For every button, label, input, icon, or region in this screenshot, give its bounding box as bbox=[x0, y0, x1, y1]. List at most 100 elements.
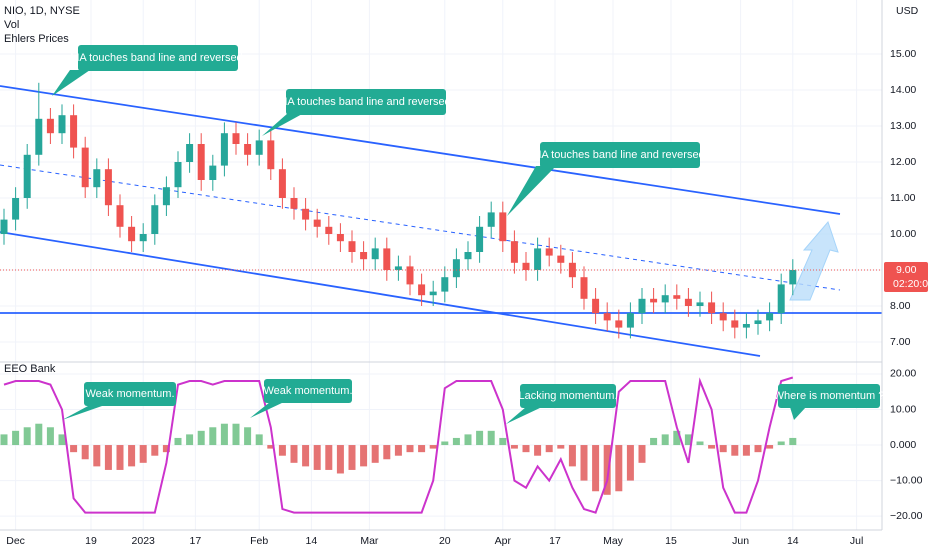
candle-body bbox=[70, 115, 78, 148]
candle-body bbox=[139, 234, 147, 242]
histogram-bar bbox=[0, 434, 8, 446]
candle-body bbox=[93, 169, 101, 188]
y-tick-label: 12.00 bbox=[890, 156, 916, 168]
histogram-bar bbox=[209, 427, 217, 446]
candle-body bbox=[626, 313, 634, 328]
y-tick-label: 7.00 bbox=[890, 336, 911, 348]
candle-body bbox=[336, 234, 344, 242]
histogram-bar bbox=[290, 445, 298, 463]
candle-body bbox=[638, 298, 646, 314]
histogram-bar bbox=[638, 445, 646, 463]
indicator-label: Ehlers Prices bbox=[4, 33, 69, 45]
candle-body bbox=[418, 284, 426, 296]
y-tick-label: 8.00 bbox=[890, 300, 911, 312]
histogram-bar bbox=[626, 445, 634, 481]
candle-body bbox=[545, 248, 553, 256]
histogram-bar bbox=[46, 427, 54, 446]
candle-body bbox=[255, 140, 263, 155]
histogram-bar bbox=[487, 430, 495, 446]
histogram-bar bbox=[557, 445, 565, 449]
candle-body bbox=[429, 291, 437, 296]
histogram-bar bbox=[580, 445, 588, 481]
countdown: 02:20:08 bbox=[893, 278, 932, 290]
histogram-bar bbox=[510, 445, 518, 449]
x-tick-label: 19 bbox=[85, 535, 97, 547]
histogram-bar bbox=[58, 434, 66, 446]
candle-body bbox=[232, 133, 240, 144]
candle-body bbox=[348, 241, 356, 252]
candle-body bbox=[406, 266, 414, 285]
histogram-bar bbox=[789, 437, 797, 446]
candle-body bbox=[278, 169, 286, 198]
y-tick-label: 15.00 bbox=[890, 48, 916, 60]
candle-body bbox=[557, 255, 565, 263]
candle-body bbox=[766, 313, 774, 321]
x-tick-label: 2023 bbox=[132, 535, 156, 547]
candle-body bbox=[267, 140, 275, 170]
last-price-tag bbox=[884, 262, 928, 292]
histogram-bar bbox=[777, 441, 785, 446]
candle-body bbox=[209, 165, 217, 180]
histogram-bar bbox=[128, 445, 136, 467]
candle-body bbox=[313, 219, 321, 227]
x-tick-label: 14 bbox=[306, 535, 318, 547]
histogram-bar bbox=[499, 437, 507, 446]
candle-body bbox=[35, 118, 43, 155]
candle-body bbox=[116, 205, 124, 227]
histogram-bar bbox=[534, 445, 542, 456]
candle-body bbox=[476, 226, 484, 252]
histogram-bar bbox=[325, 445, 333, 470]
histogram-bar bbox=[441, 441, 449, 446]
histogram-bar bbox=[232, 423, 240, 446]
candle-body bbox=[325, 226, 333, 234]
histogram-bar bbox=[650, 437, 658, 446]
x-tick-label: 20 bbox=[439, 535, 451, 547]
y-tick-label: −10.00 bbox=[890, 474, 923, 486]
callout: MA touches band line and reversed. bbox=[52, 45, 246, 96]
candle-body bbox=[383, 248, 391, 270]
histogram-bar bbox=[452, 437, 460, 446]
candle-body bbox=[615, 320, 623, 328]
histogram-bar bbox=[383, 445, 391, 460]
candle-body bbox=[708, 302, 716, 314]
histogram-bar bbox=[464, 434, 472, 446]
y-tick-label: −20.00 bbox=[890, 510, 923, 522]
candle-body bbox=[777, 284, 785, 314]
channel-mid bbox=[0, 164, 841, 291]
candle-body bbox=[650, 298, 658, 303]
histogram-bar bbox=[696, 441, 704, 446]
histogram-bar bbox=[23, 427, 31, 446]
candle-body bbox=[510, 241, 518, 263]
candle-body bbox=[128, 226, 136, 242]
callout-text: Lacking momentum. bbox=[518, 390, 617, 402]
callout-text: Where is momentum ? bbox=[774, 390, 885, 402]
candle-body bbox=[522, 262, 530, 270]
histogram-bar bbox=[429, 445, 437, 449]
histogram-bar bbox=[661, 434, 669, 446]
histogram-bar bbox=[81, 445, 89, 460]
callout-text: MA touches band line and reversed. bbox=[278, 96, 454, 108]
panel-title: EEO Bank bbox=[4, 363, 56, 375]
histogram-bar bbox=[545, 445, 553, 453]
x-tick-label: Feb bbox=[250, 535, 268, 547]
callout-text: Weak momentum. bbox=[85, 388, 174, 400]
histogram-bar bbox=[220, 423, 228, 446]
oscillator-line bbox=[3, 376, 794, 514]
histogram-bar bbox=[104, 445, 112, 470]
x-tick-label: Apr bbox=[495, 535, 512, 547]
histogram-bar bbox=[70, 445, 78, 453]
candle-body bbox=[290, 198, 298, 209]
histogram-bar bbox=[684, 434, 692, 446]
forecast-arrow bbox=[789, 221, 839, 301]
callout: MA touches band line and reversed. bbox=[507, 142, 708, 216]
histogram-bar bbox=[522, 445, 530, 453]
histogram-bar bbox=[708, 445, 716, 449]
histogram-bar bbox=[12, 430, 20, 446]
candle-body bbox=[719, 313, 727, 321]
callout: Where is momentum ? bbox=[774, 384, 885, 420]
y-tick-label: 0.000 bbox=[890, 439, 916, 451]
x-tick-label: 17 bbox=[190, 535, 202, 547]
histogram-bar bbox=[139, 445, 147, 463]
candle-body bbox=[186, 144, 194, 162]
